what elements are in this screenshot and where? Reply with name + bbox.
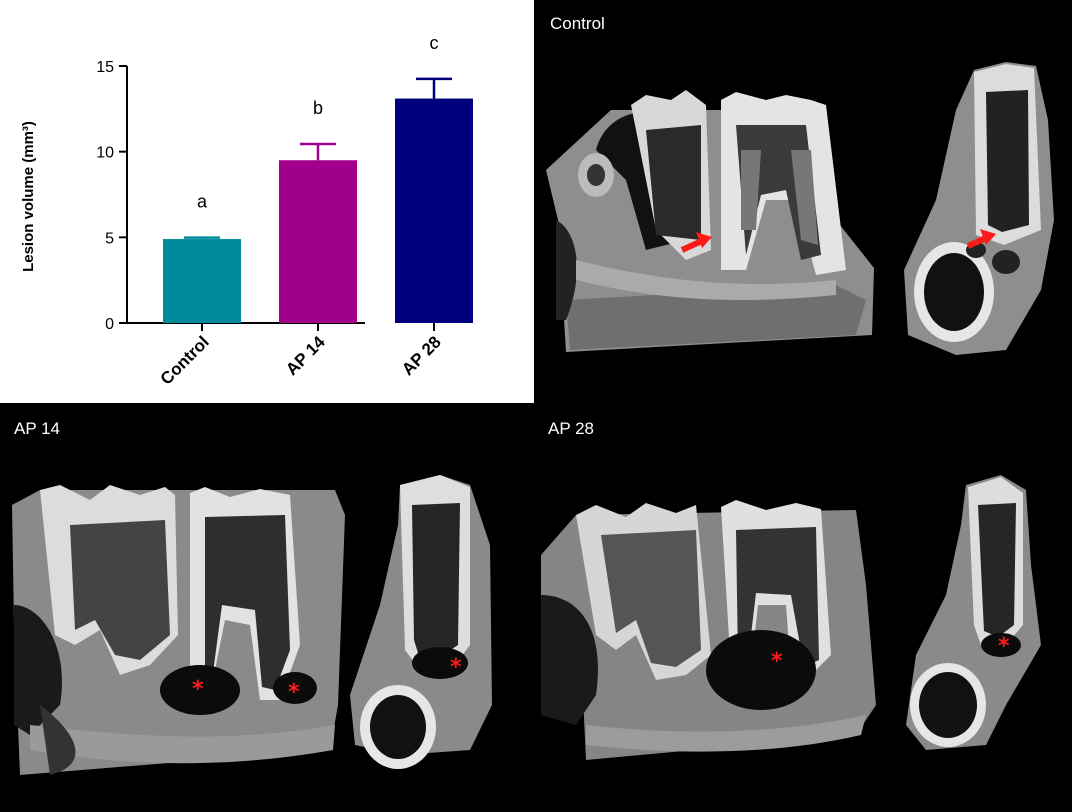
category-label-0: Control xyxy=(157,332,213,388)
ap28-microct-panel: * * AP 28 xyxy=(536,405,1072,812)
significance-letter-2: c xyxy=(430,33,439,53)
ap14-sagittal-section xyxy=(12,485,345,775)
ap28-lesion-marker-2: * xyxy=(998,634,1010,659)
y-tick-label-3: 15 xyxy=(96,59,114,76)
significance-letter-0: a xyxy=(197,192,208,212)
y-tick-label-2: 10 xyxy=(96,145,114,162)
ap14-microct-panel: * * * AP 14 xyxy=(0,405,534,812)
category-label-2: AP 28 xyxy=(398,332,445,379)
bar-0 xyxy=(163,239,241,323)
control-microct-panel: Control xyxy=(536,0,1072,403)
ap14-panel-title: AP 14 xyxy=(14,419,61,438)
ap14-lesion-marker-1: * xyxy=(192,677,204,702)
lesion-volume-chart: 0 5 10 15 Lesion volume (mm³) Control a AP 14 b A… xyxy=(20,33,473,389)
control-red-arrow-left xyxy=(680,232,712,253)
bar-2 xyxy=(395,98,473,323)
y-tick-label-1: 5 xyxy=(105,230,114,247)
ap28-coronal-section xyxy=(906,475,1041,750)
category-label-1: AP 14 xyxy=(282,332,329,379)
ap28-microct-image: * * xyxy=(541,475,1041,760)
ap28-panel-title: AP 28 xyxy=(548,419,595,438)
y-axis-title: Lesion volume (mm³) xyxy=(20,121,37,272)
bar-chart-panel: 0 5 10 15 Lesion volume (mm³) Control a AP 14 b A… xyxy=(0,0,534,403)
control-microct-image xyxy=(546,62,1054,355)
ap28-lesion-marker-1: * xyxy=(771,649,783,674)
control-coronal-section xyxy=(904,62,1054,355)
control-sagittal-section xyxy=(546,90,874,352)
control-panel-title: Control xyxy=(550,14,605,33)
significance-letter-1: b xyxy=(313,98,323,118)
bar-1 xyxy=(279,160,357,323)
control-red-arrow-right xyxy=(966,229,996,249)
ap14-microct-image: * * * xyxy=(12,475,492,775)
ap14-lesion-marker-3: * xyxy=(450,655,462,680)
y-tick-label-0: 0 xyxy=(105,316,114,333)
ap28-sagittal-section xyxy=(541,500,876,760)
ap14-coronal-section xyxy=(350,475,492,769)
ap14-lesion-marker-2: * xyxy=(288,680,300,705)
